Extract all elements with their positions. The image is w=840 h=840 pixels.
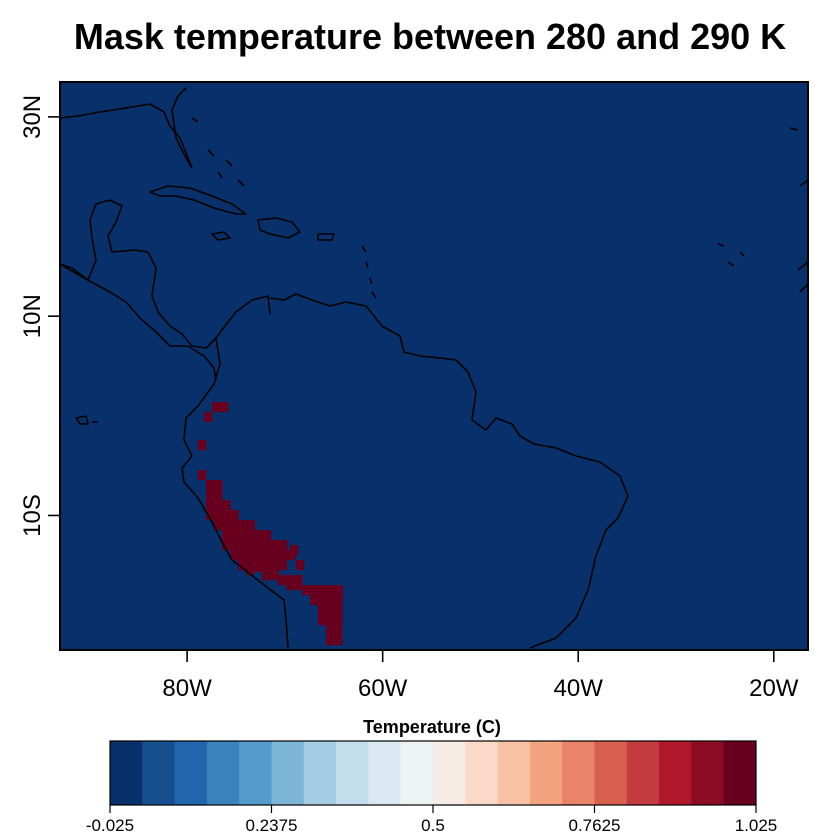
mask-cell — [302, 585, 343, 596]
colorbar-swatch — [594, 741, 628, 805]
colorbar-tick-label: 0.5 — [421, 816, 445, 835]
x-tick-label: 40W — [554, 675, 604, 702]
mask-cell — [270, 540, 287, 551]
mask-gap — [310, 628, 318, 636]
mask-cell — [290, 545, 299, 556]
colorbar-swatch — [174, 741, 208, 805]
colorbar-swatch — [465, 741, 499, 805]
temperature-mask-cells — [198, 402, 343, 646]
colorbar-swatch — [368, 741, 402, 805]
mask-cell — [198, 440, 207, 451]
colorbar-swatch — [206, 741, 240, 805]
coastline-path — [181, 337, 289, 649]
coastline-path — [789, 127, 808, 293]
mask-cell — [318, 615, 343, 626]
coastline-path — [717, 243, 745, 267]
colorbar-swatch — [433, 741, 466, 805]
latitude-axis: 30N 10N 10S — [19, 95, 60, 537]
colorbar-swatch — [529, 741, 563, 805]
colorbar-swatch — [271, 741, 305, 805]
map-ocean-background — [60, 82, 808, 650]
x-tick-label: 20W — [749, 675, 799, 702]
map-frame — [59, 81, 809, 651]
mask-cell — [204, 412, 213, 423]
mask-gap — [302, 610, 310, 618]
colorbar-tick-label: 1.025 — [735, 816, 778, 835]
colorbar-swatch — [659, 741, 692, 805]
coastline-path — [257, 217, 301, 239]
coastline-path — [60, 263, 217, 381]
mask-cell — [310, 595, 343, 606]
chart-title: Mask temperature between 280 and 290 K — [73, 16, 787, 57]
y-tick-label: 30N — [19, 95, 46, 139]
colorbar-tick-label: -0.025 — [86, 816, 134, 835]
mask-gap — [270, 586, 278, 594]
coastline-path — [361, 245, 377, 299]
coastline-path — [191, 117, 245, 187]
mask-cell — [296, 560, 305, 571]
coastline-path — [60, 199, 149, 281]
colorbar-swatch — [110, 741, 143, 805]
mask-gap — [286, 596, 294, 604]
colorbar-tick-label: 0.2375 — [246, 816, 298, 835]
colorbar-swatch — [691, 741, 725, 805]
mask-gap — [254, 572, 262, 580]
longitude-axis: 80W 60W 40W 20W — [162, 650, 799, 702]
colorbar-swatch — [303, 741, 337, 805]
x-tick-label: 60W — [358, 675, 408, 702]
colorbar — [109, 740, 757, 806]
mask-cell — [326, 635, 343, 646]
mask-cell — [198, 470, 207, 481]
coastline-path — [147, 251, 271, 349]
mask-cell — [262, 570, 279, 581]
mask-cell — [326, 625, 343, 636]
mask-cell — [212, 402, 229, 413]
colorbar-ticks: -0.025 0.2375 0.5 0.7625 1.025 — [86, 805, 777, 835]
y-tick-label: 10N — [19, 294, 46, 338]
coastline-path — [75, 415, 98, 425]
mask-cell — [206, 510, 239, 521]
colorbar-swatch — [400, 741, 434, 805]
coastline-path — [317, 233, 335, 241]
x-tick-label: 80W — [162, 675, 212, 702]
mask-cell — [206, 480, 223, 491]
mask-cell — [294, 575, 303, 586]
colorbar-swatch — [723, 741, 757, 805]
colorbar-swatch — [626, 741, 660, 805]
colorbar-swatch — [562, 741, 595, 805]
colorbar-swatch — [142, 741, 176, 805]
colorbar-swatch — [497, 741, 531, 805]
mask-cell — [206, 490, 223, 501]
colorbar-swatch — [239, 741, 272, 805]
coastlines — [60, 87, 808, 649]
colorbar-tick-label: 0.7625 — [569, 816, 621, 835]
mask-cell — [318, 605, 343, 616]
colorbar-swatch — [336, 741, 369, 805]
mask-cell — [230, 550, 296, 561]
colorbar-title: Temperature (C) — [363, 717, 501, 737]
mask-cell — [206, 500, 231, 511]
coastline-path — [149, 185, 247, 215]
mask-cell — [214, 520, 255, 531]
coastline-path — [269, 293, 629, 649]
mask-cell — [222, 530, 272, 541]
coastline-path — [60, 87, 193, 169]
coastline-path — [211, 231, 231, 241]
y-tick-label: 10S — [19, 494, 46, 537]
mask-cell — [222, 540, 288, 551]
